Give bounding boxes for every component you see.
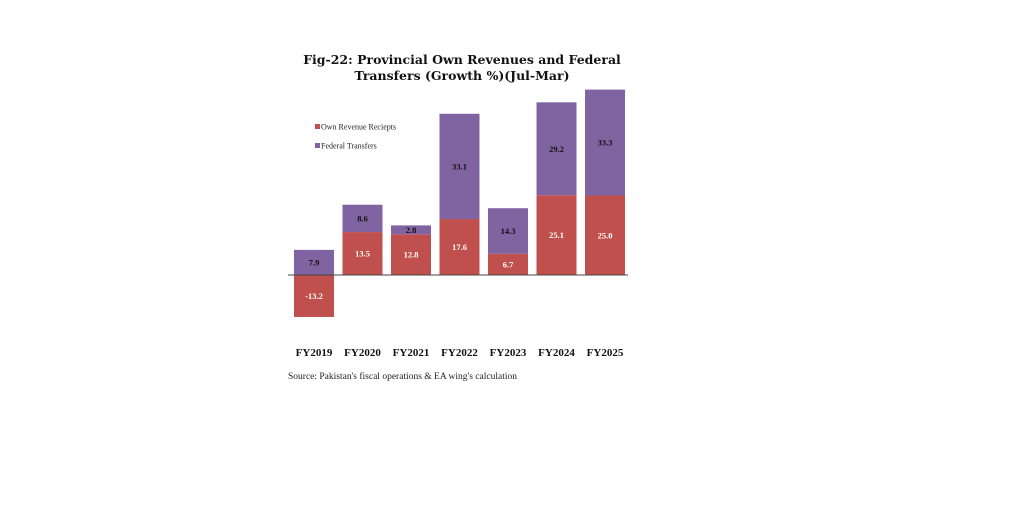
chart-title-line-2: Transfers (Growth %)(Jul-Mar) xyxy=(354,68,569,83)
category-label-fy2019: FY2019 xyxy=(296,347,333,359)
value-label-federal-transfers-fy2022: 33.1 xyxy=(452,161,467,171)
value-labels-group: -13.2 7.9 13.5 8.6 12.8 2.8 17.6 33.1 6.7 14.3 25.… xyxy=(305,138,612,301)
bar-own-revenue-fy2024 xyxy=(536,195,577,275)
source-note: Source: Pakistan's fiscal operations & E… xyxy=(288,371,517,382)
value-label-own-revenue-fy2019: -13.2 xyxy=(305,291,323,301)
category-label-fy2023: FY2023 xyxy=(490,347,527,359)
bar-own-revenue-fy2023 xyxy=(488,253,528,275)
bar-federal-transfers-fy2022 xyxy=(439,113,480,220)
legend-label-own-revenue: Own Revenue Reciepts xyxy=(321,123,396,132)
value-label-federal-transfers-fy2025: 33.3 xyxy=(598,138,613,148)
value-label-federal-transfers-fy2024: 29.2 xyxy=(549,144,564,154)
value-label-federal-transfers-fy2020: 8.6 xyxy=(357,213,368,223)
category-label-fy2021: FY2021 xyxy=(393,347,430,359)
value-label-own-revenue-fy2022: 17.6 xyxy=(452,242,467,252)
value-label-own-revenue-fy2023: 6.7 xyxy=(503,259,514,269)
value-label-own-revenue-fy2025: 25.0 xyxy=(598,230,613,240)
category-label-fy2024: FY2024 xyxy=(538,347,575,359)
category-labels-group: FY2019 FY2020 FY2021 FY2022 FY2023 FY2024 FY20… xyxy=(296,347,624,359)
value-label-own-revenue-fy2020: 13.5 xyxy=(355,249,370,259)
value-label-federal-transfers-fy2019: 7.9 xyxy=(309,257,320,267)
chart-title-line-1: Fig-22: Provincial Own Revenues and Fede… xyxy=(303,52,621,67)
legend-swatch-federal-transfers xyxy=(315,143,320,148)
bar-federal-transfers-fy2020 xyxy=(342,204,383,233)
value-label-federal-transfers-fy2021: 2.8 xyxy=(406,225,417,235)
legend-swatch-own-revenue xyxy=(315,124,320,129)
category-label-fy2025: FY2025 xyxy=(587,347,624,359)
bar-federal-transfers-fy2021 xyxy=(391,225,431,235)
bar-federal-transfers-fy2024 xyxy=(536,102,577,196)
value-label-own-revenue-fy2024: 25.1 xyxy=(549,230,564,240)
value-label-federal-transfers-fy2023: 14.3 xyxy=(501,226,516,236)
category-label-fy2020: FY2020 xyxy=(344,347,381,359)
bar-own-revenue-fy2020 xyxy=(342,232,383,275)
legend: Own Revenue Reciepts Federal Transfers xyxy=(315,123,396,151)
bars-group xyxy=(294,89,625,317)
bar-own-revenue-fy2019 xyxy=(294,275,334,317)
legend-label-federal-transfers: Federal Transfers xyxy=(321,142,377,151)
bar-federal-transfers-fy2023 xyxy=(488,208,528,254)
bar-own-revenue-fy2022 xyxy=(439,219,480,275)
bar-own-revenue-fy2025 xyxy=(585,195,625,275)
bar-federal-transfers-fy2025 xyxy=(585,89,625,196)
bar-own-revenue-fy2021 xyxy=(391,234,431,275)
value-label-own-revenue-fy2021: 12.8 xyxy=(404,250,419,260)
bar-federal-transfers-fy2019 xyxy=(294,249,334,275)
category-label-fy2022: FY2022 xyxy=(441,347,478,359)
